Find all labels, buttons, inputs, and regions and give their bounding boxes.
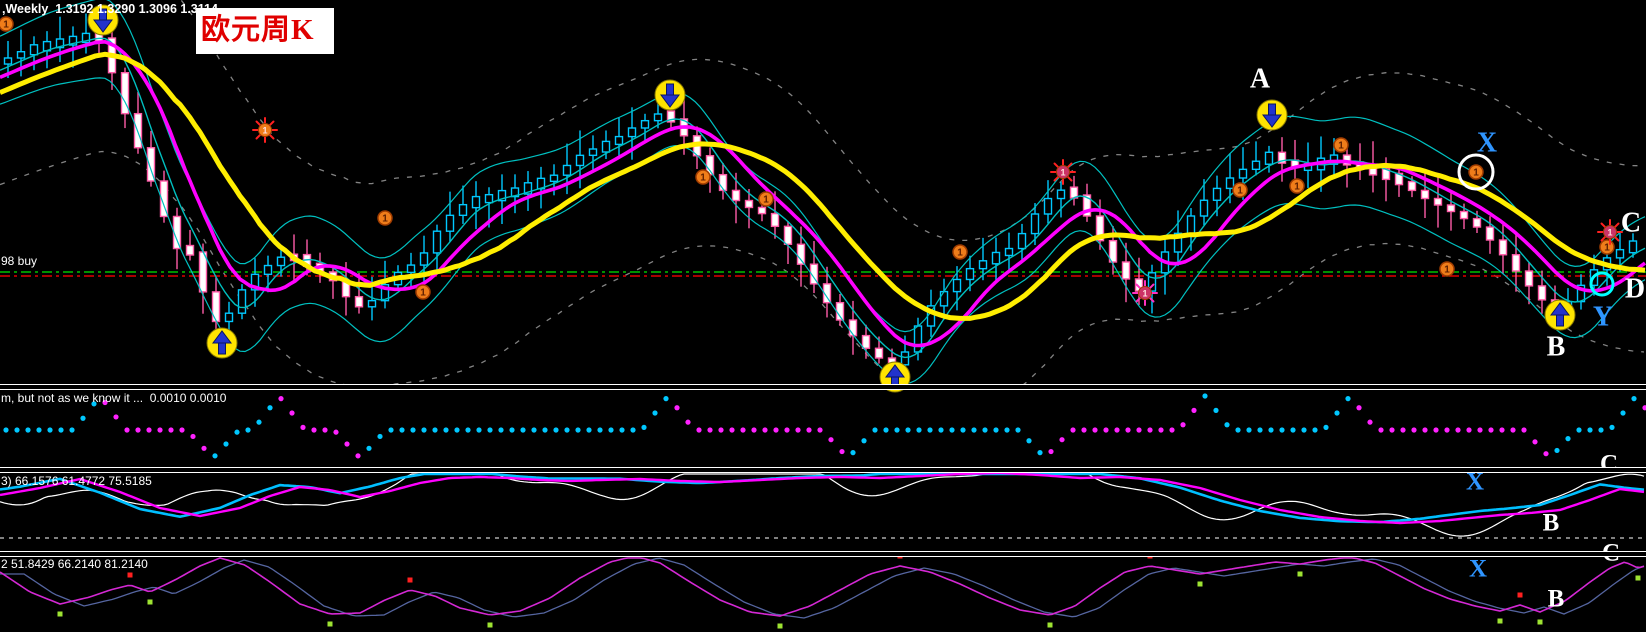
letter-annotation-D: D — [1625, 274, 1645, 305]
signal-dot-orange: 1 — [1289, 178, 1305, 194]
svg-text:1: 1 — [1142, 289, 1147, 299]
level-lines — [0, 271, 1646, 277]
indicator1-label: m, but not as we know it ... 0.0010 0.00… — [1, 391, 227, 405]
buy-dot — [147, 599, 153, 605]
signal-dot-orange: 1 — [1232, 182, 1248, 198]
indicator3-signal-dots — [57, 544, 1641, 629]
signal-dot-orange: 1 — [758, 191, 774, 207]
buy-dot — [1197, 581, 1203, 587]
indicator3-lines — [0, 557, 1645, 619]
sell-dot — [1348, 545, 1353, 550]
svg-text:1: 1 — [262, 126, 267, 136]
svg-text:1: 1 — [3, 20, 9, 31]
letter-annotation-C: C — [1600, 451, 1618, 478]
buy-dot — [1537, 619, 1543, 625]
panel-separator-3[interactable] — [0, 551, 1646, 557]
svg-text:1: 1 — [1060, 168, 1065, 178]
signal-dot-orange: 1 — [377, 210, 393, 226]
signal-dot-orange: 1 — [1599, 239, 1615, 255]
letter-annotation-X: X — [1477, 128, 1497, 159]
signal-dot-orange: 1 — [1468, 164, 1484, 180]
chart-ohlc-title: ,Weekly 1.3192 1.3290 1.3096 1.3114 — [2, 2, 218, 16]
svg-text:1: 1 — [700, 173, 706, 184]
svg-text:1: 1 — [420, 288, 426, 299]
sell-dot — [897, 556, 903, 559]
sell-dot — [1147, 556, 1153, 559]
buy-dot — [777, 623, 783, 629]
indicator2-label: 3) 66.1576 61.4772 75.5185 — [1, 474, 152, 488]
buy-dot — [487, 622, 493, 628]
chinese-label-text: 欧元周K — [201, 14, 315, 46]
sell-dot — [127, 572, 133, 578]
sell-arrow-marker — [654, 79, 686, 111]
svg-text:1: 1 — [1607, 228, 1612, 238]
letter-annotation-A: A — [1250, 64, 1271, 95]
svg-text:1: 1 — [382, 214, 388, 225]
signal-dot-orange: 1 — [415, 284, 431, 300]
signal-dot-orange: 1 — [952, 244, 968, 260]
svg-text:1: 1 — [1473, 168, 1479, 179]
flower-signal-marker: 1 — [1597, 219, 1623, 245]
annotation-letters: AXCDYBCXBXCB — [1250, 64, 1645, 613]
flower-signal-marker: 1 — [252, 117, 278, 143]
sell-arrow-marker — [87, 4, 119, 36]
sell-arrow-marker — [1256, 99, 1288, 131]
letter-annotation-B: B — [1547, 332, 1566, 363]
letter-annotation-X: X — [1469, 556, 1487, 583]
chinese-label-box: 欧元周K — [196, 8, 334, 54]
indicator2-lines — [0, 472, 1646, 539]
letter-annotation-Y: Y — [1593, 302, 1613, 333]
buy-dot — [1297, 571, 1303, 577]
flower-signal-marker: 1 — [1050, 159, 1076, 185]
svg-text:1: 1 — [1338, 141, 1344, 152]
circle-annotation — [1589, 271, 1615, 297]
indicator3-label: 2 51.8429 66.2140 81.2140 — [1, 557, 148, 571]
signal-dot-orange: 1 — [1333, 137, 1349, 153]
buy-dot — [57, 611, 63, 617]
candles-layer — [3, 13, 1638, 380]
ma-slow-yellow — [0, 51, 1646, 321]
bollinger-bands — [0, 0, 1646, 384]
ma-fast-magenta — [0, 39, 1646, 348]
panel-separator-1[interactable] — [0, 384, 1646, 390]
svg-text:1: 1 — [1604, 243, 1610, 254]
signal-dot-orange: 1 — [0, 16, 14, 32]
sell-dot — [1517, 592, 1523, 598]
flower-signal-marker: 1 — [1132, 280, 1158, 306]
svg-text:1: 1 — [1444, 265, 1450, 276]
panel-separator-2[interactable] — [0, 467, 1646, 473]
sell-dot — [407, 577, 413, 583]
svg-text:1: 1 — [1294, 182, 1300, 193]
buy-level-label: 98 buy — [1, 254, 38, 268]
signal-dot-orange: 1 — [1439, 261, 1455, 277]
indicator1-dots — [3, 393, 1646, 459]
buy-arrow-marker — [1544, 299, 1576, 331]
signal-dot-orange: 1 — [695, 169, 711, 185]
svg-text:1: 1 — [1237, 186, 1243, 197]
circle-annotation — [1457, 153, 1495, 191]
sell-dot — [218, 546, 223, 551]
buy-arrow-marker — [206, 327, 238, 359]
svg-text:1: 1 — [763, 195, 769, 206]
sell-dot — [633, 544, 638, 549]
letter-annotation-B: B — [1543, 510, 1560, 537]
envelope-band — [0, 0, 1645, 384]
buy-dot — [1497, 618, 1503, 624]
letter-annotation-C: C — [1621, 208, 1641, 239]
svg-text:1: 1 — [957, 248, 963, 259]
buy-dot — [1635, 575, 1641, 581]
letter-annotation-B: B — [1548, 586, 1565, 613]
main-price-panel — [0, 0, 1646, 384]
letter-annotation-X: X — [1466, 469, 1484, 496]
buy-dot — [327, 621, 333, 627]
buy-dot — [1047, 622, 1053, 628]
